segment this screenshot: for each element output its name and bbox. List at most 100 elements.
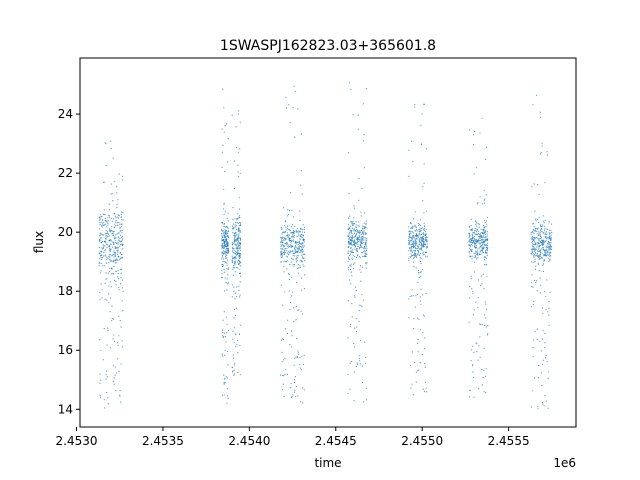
data-point: [101, 241, 103, 243]
data-point: [298, 230, 300, 232]
data-point: [357, 232, 359, 234]
data-point: [424, 366, 426, 368]
data-point: [477, 296, 479, 299]
data-point: [360, 233, 362, 236]
data-point: [420, 125, 422, 127]
data-point: [537, 338, 539, 340]
data-point: [478, 223, 480, 225]
data-point: [484, 375, 487, 377]
data-point: [474, 247, 476, 249]
data-point: [422, 388, 424, 390]
data-point: [365, 263, 367, 265]
data-point: [543, 259, 545, 261]
data-point: [419, 243, 421, 245]
data-point: [533, 253, 536, 255]
data-point: [545, 255, 547, 257]
data-point: [235, 253, 237, 255]
data-point: [363, 226, 365, 228]
data-point: [539, 241, 542, 243]
data-point: [293, 235, 295, 237]
data-point: [227, 230, 230, 232]
data-point: [472, 314, 474, 316]
data-point: [282, 248, 284, 250]
data-point: [116, 222, 119, 224]
data-point: [473, 351, 475, 353]
data-point: [299, 248, 301, 251]
data-point: [236, 219, 238, 221]
data-point: [476, 252, 478, 254]
data-point: [360, 238, 362, 240]
data-point: [410, 253, 412, 255]
data-point: [100, 222, 102, 224]
data-point: [540, 237, 542, 240]
data-point: [285, 244, 287, 246]
data-point: [227, 282, 230, 284]
data-point: [289, 192, 292, 194]
data-point: [233, 290, 235, 292]
data-point: [118, 315, 120, 317]
data-point: [280, 339, 283, 341]
data-point: [119, 283, 122, 285]
data-point: [351, 221, 353, 223]
data-point: [550, 238, 552, 240]
data-point: [548, 324, 550, 326]
data-point: [300, 243, 302, 245]
data-point: [297, 395, 299, 397]
data-point: [301, 236, 303, 238]
data-point: [350, 323, 352, 325]
data-point: [223, 248, 225, 250]
data-point: [415, 233, 418, 235]
data-point: [120, 268, 122, 270]
data-point: [232, 265, 235, 267]
data-point: [414, 306, 416, 308]
data-point: [111, 240, 113, 242]
data-point: [236, 267, 238, 269]
data-point: [350, 88, 352, 90]
data-point: [239, 242, 241, 244]
data-point: [535, 254, 538, 256]
data-point: [238, 237, 240, 239]
data-point: [296, 337, 298, 340]
data-point: [103, 222, 105, 224]
data-point: [482, 240, 484, 243]
data-point: [468, 247, 471, 249]
data-point: [239, 249, 241, 251]
data-point: [412, 238, 414, 240]
data-point: [479, 239, 481, 241]
data-point: [469, 235, 471, 237]
data-point: [109, 311, 111, 313]
data-point: [223, 107, 225, 109]
data-point: [532, 231, 534, 233]
data-point: [300, 277, 303, 279]
data-point: [294, 379, 296, 381]
data-point: [106, 256, 108, 258]
data-point: [411, 225, 413, 227]
data-point: [225, 226, 227, 228]
data-point: [223, 203, 225, 205]
data-point: [238, 208, 241, 210]
data-point: [532, 390, 534, 392]
data-point: [300, 251, 302, 253]
data-point: [221, 255, 223, 257]
data-point: [477, 359, 479, 361]
data-point: [548, 245, 551, 247]
data-point: [422, 254, 424, 256]
data-point: [350, 225, 352, 227]
data-point: [114, 374, 116, 376]
data-point: [542, 232, 545, 234]
data-point: [291, 258, 293, 260]
data-point: [532, 304, 535, 306]
data-point: [468, 236, 470, 238]
data-point: [232, 219, 234, 221]
data-point: [423, 246, 425, 248]
data-point: [120, 257, 122, 259]
data-point: [281, 374, 283, 377]
data-point: [221, 269, 223, 271]
data-point: [237, 245, 239, 247]
data-point: [223, 234, 225, 236]
data-point: [476, 351, 478, 353]
data-point: [550, 242, 552, 244]
data-point: [285, 96, 287, 98]
data-point: [233, 341, 235, 343]
